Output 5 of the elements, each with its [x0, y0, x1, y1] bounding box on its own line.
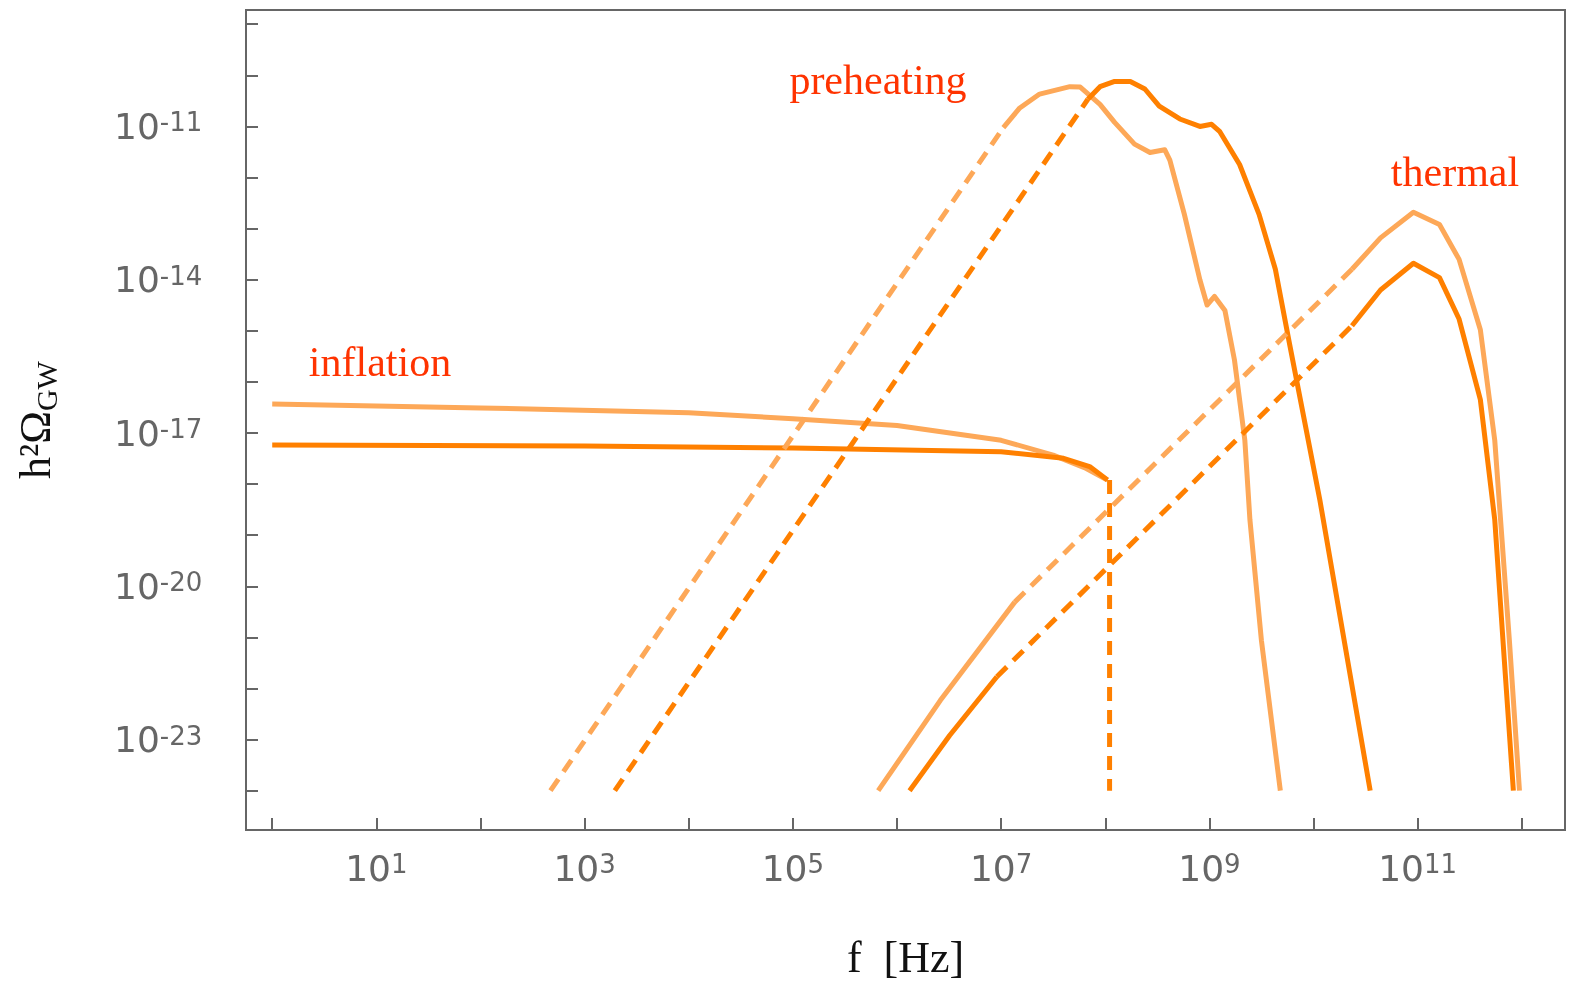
annotation: inflation: [308, 339, 452, 385]
y-axis-title: h²ΩGW: [10, 360, 63, 479]
annotation: thermal: [1390, 149, 1520, 195]
annotation: preheating: [789, 57, 967, 103]
x-axis-title: f [Hz]: [846, 932, 965, 982]
